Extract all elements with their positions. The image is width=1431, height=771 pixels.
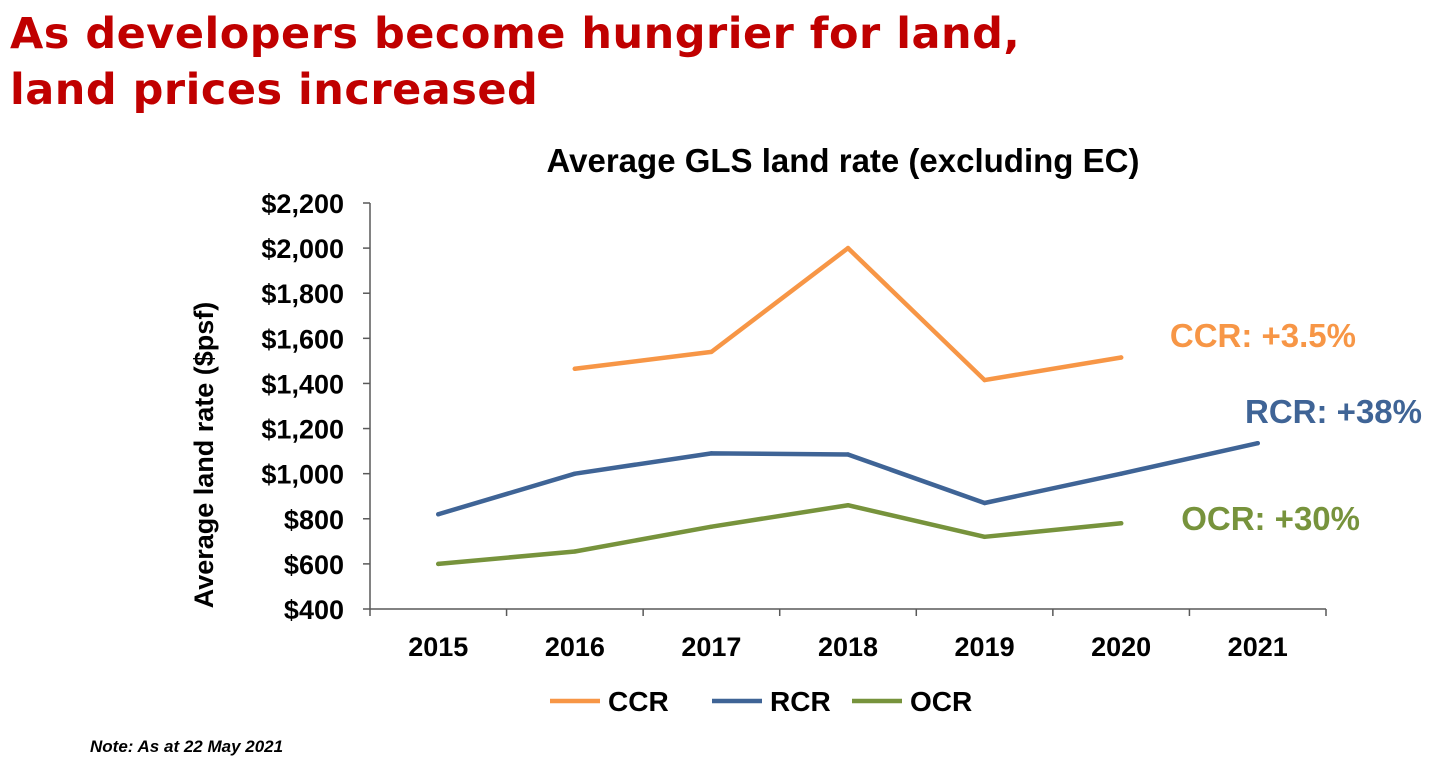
series-rcr: [436, 440, 1260, 517]
data-point-ocr: [572, 549, 578, 554]
series-line-ccr: [572, 245, 1124, 383]
data-point-ocr: [845, 503, 851, 508]
data-point-ccr: [1118, 355, 1124, 360]
legend-label-rcr: RCR: [770, 686, 831, 717]
data-point-rcr: [982, 500, 987, 506]
y-tick-label: $1,600: [261, 324, 344, 354]
x-tick-label: 2021: [1228, 632, 1288, 662]
x-tick-label: 2016: [545, 632, 605, 662]
y-tick-label: $1,000: [261, 460, 344, 490]
page-headline: As developers become hungrier for land, …: [10, 6, 1020, 118]
annotation-ocr: OCR: +30%: [1181, 500, 1360, 537]
chart-legend: CCR RCR OCR: [550, 686, 972, 717]
y-tick-label: $600: [284, 550, 344, 580]
y-axis-label: Average land rate ($psf): [189, 302, 219, 609]
y-tick-label: $2,200: [261, 189, 344, 219]
chart-title: Average GLS land rate (excluding EC): [547, 142, 1140, 179]
y-tick-label: $800: [284, 505, 344, 535]
y-tick-label: $1,400: [261, 369, 344, 399]
data-point-ccr: [572, 366, 578, 371]
data-point-ocr: [709, 524, 714, 529]
chart-axes: [369, 203, 1326, 610]
data-point-rcr: [436, 512, 441, 517]
annotation-rcr: RCR: +38%: [1245, 393, 1422, 430]
y-tick-label: $400: [284, 595, 344, 625]
series-ocr: [436, 502, 1124, 567]
x-tick-label: 2017: [681, 632, 741, 662]
data-point-rcr: [572, 471, 578, 476]
legend-label-ccr: CCR: [608, 686, 669, 717]
data-point-ocr: [982, 534, 987, 540]
series-annotations: CCR: +3.5% RCR: +38% OCR: +30%: [1170, 317, 1422, 537]
series-ccr: [572, 245, 1124, 383]
data-point-ccr: [982, 377, 987, 383]
data-point-rcr: [1118, 471, 1124, 476]
y-tick-label: $1,200: [261, 415, 344, 445]
data-point-ccr: [845, 245, 851, 251]
annotation-ccr: CCR: +3.5%: [1170, 317, 1356, 354]
series-lines: [436, 245, 1260, 567]
legend-label-ocr: OCR: [910, 686, 972, 717]
data-point-rcr: [709, 451, 714, 456]
data-point-rcr: [845, 452, 851, 457]
data-point-ocr: [436, 561, 441, 567]
data-point-ccr: [709, 349, 714, 355]
y-tick-label: $2,000: [261, 234, 344, 264]
data-point-ocr: [1118, 521, 1124, 526]
footnote: Note: As at 22 May 2021: [90, 737, 284, 756]
x-tick-label: 2019: [955, 632, 1015, 662]
y-tick-label: $1,800: [261, 279, 344, 309]
x-tick-label: 2020: [1091, 632, 1151, 662]
x-axis-ticks: 2015 2016 2017 2018 2019 2020 2021: [369, 609, 1327, 662]
series-line-ocr: [436, 502, 1124, 567]
x-tick-label: 2018: [818, 632, 878, 662]
y-axis-ticks: $400 $600 $800 $1,000 $1,200 $1,400 $1,600 $1,8…: [261, 189, 370, 625]
headline-line-2: land prices increased: [10, 65, 539, 115]
data-point-rcr: [1255, 441, 1260, 446]
x-tick-label: 2015: [408, 632, 468, 662]
headline-line-1: As developers become hungrier for land,: [10, 9, 1021, 59]
